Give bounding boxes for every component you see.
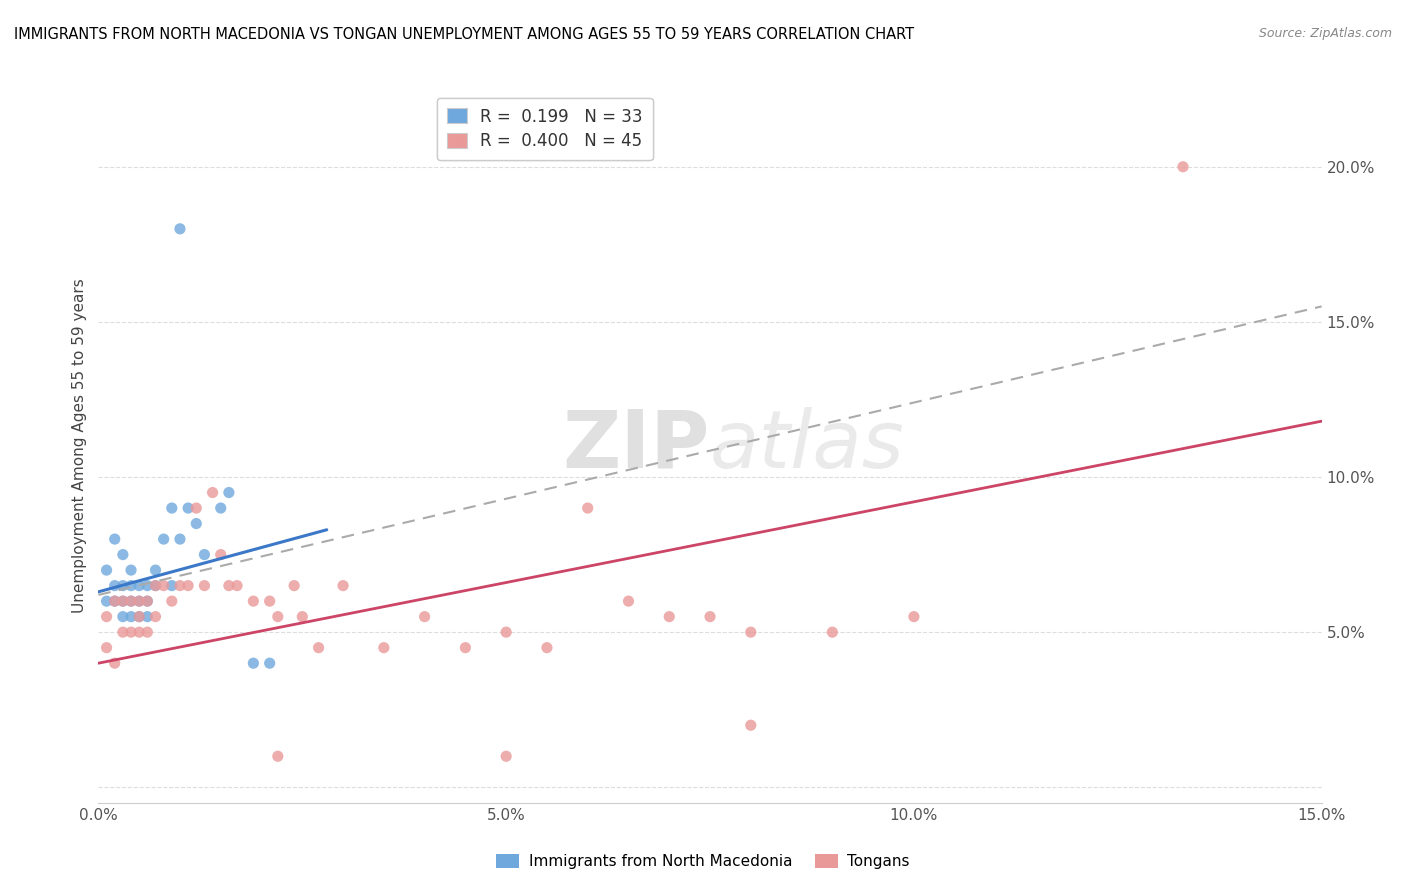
- Point: [152, 532, 174, 546]
- Point: [145, 563, 167, 577]
- Point: [104, 532, 127, 546]
- Point: [128, 609, 150, 624]
- Point: [903, 609, 925, 624]
- Y-axis label: Unemployment Among Ages 55 to 59 years: Unemployment Among Ages 55 to 59 years: [72, 278, 87, 614]
- Point: [308, 640, 330, 655]
- Point: [242, 656, 264, 670]
- Point: [136, 579, 159, 593]
- Point: [136, 625, 159, 640]
- Point: [160, 594, 183, 608]
- Point: [160, 579, 183, 593]
- Point: [267, 609, 290, 624]
- Point: [145, 579, 167, 593]
- Point: [128, 609, 150, 624]
- Point: [104, 579, 127, 593]
- Point: [120, 563, 142, 577]
- Point: [283, 579, 305, 593]
- Text: IMMIGRANTS FROM NORTH MACEDONIA VS TONGAN UNEMPLOYMENT AMONG AGES 55 TO 59 YEARS: IMMIGRANTS FROM NORTH MACEDONIA VS TONGA…: [14, 27, 914, 42]
- Point: [259, 656, 281, 670]
- Point: [128, 625, 150, 640]
- Point: [96, 640, 118, 655]
- Point: [169, 532, 191, 546]
- Point: [332, 579, 354, 593]
- Point: [454, 640, 477, 655]
- Point: [152, 579, 174, 593]
- Point: [495, 749, 517, 764]
- Point: [104, 594, 127, 608]
- Point: [218, 485, 240, 500]
- Point: [111, 594, 134, 608]
- Point: [145, 579, 167, 593]
- Point: [209, 548, 232, 562]
- Point: [740, 625, 762, 640]
- Point: [259, 594, 281, 608]
- Point: [104, 656, 127, 670]
- Point: [209, 501, 232, 516]
- Point: [104, 594, 127, 608]
- Point: [617, 594, 640, 608]
- Point: [111, 625, 134, 640]
- Point: [1171, 160, 1194, 174]
- Point: [128, 579, 150, 593]
- Point: [145, 609, 167, 624]
- Point: [699, 609, 721, 624]
- Point: [186, 501, 208, 516]
- Legend: Immigrants from North Macedonia, Tongans: Immigrants from North Macedonia, Tongans: [491, 848, 915, 875]
- Point: [136, 594, 159, 608]
- Point: [120, 579, 142, 593]
- Point: [111, 579, 134, 593]
- Point: [128, 594, 150, 608]
- Point: [740, 718, 762, 732]
- Point: [120, 625, 142, 640]
- Point: [291, 609, 314, 624]
- Text: atlas: atlas: [710, 407, 905, 485]
- Point: [495, 625, 517, 640]
- Point: [373, 640, 395, 655]
- Point: [536, 640, 558, 655]
- Point: [111, 548, 134, 562]
- Point: [111, 594, 134, 608]
- Point: [413, 609, 436, 624]
- Point: [120, 594, 142, 608]
- Point: [136, 594, 159, 608]
- Point: [242, 594, 264, 608]
- Point: [111, 609, 134, 624]
- Point: [226, 579, 249, 593]
- Text: Source: ZipAtlas.com: Source: ZipAtlas.com: [1258, 27, 1392, 40]
- Point: [177, 501, 200, 516]
- Point: [136, 609, 159, 624]
- Point: [96, 609, 118, 624]
- Point: [193, 548, 215, 562]
- Point: [169, 222, 191, 236]
- Point: [186, 516, 208, 531]
- Point: [218, 579, 240, 593]
- Point: [267, 749, 290, 764]
- Point: [128, 594, 150, 608]
- Point: [96, 594, 118, 608]
- Point: [96, 563, 118, 577]
- Point: [160, 501, 183, 516]
- Point: [120, 609, 142, 624]
- Point: [658, 609, 681, 624]
- Legend: R =  0.199   N = 33, R =  0.400   N = 45: R = 0.199 N = 33, R = 0.400 N = 45: [437, 97, 652, 161]
- Point: [821, 625, 844, 640]
- Point: [576, 501, 599, 516]
- Point: [120, 594, 142, 608]
- Point: [169, 579, 191, 593]
- Point: [177, 579, 200, 593]
- Text: ZIP: ZIP: [562, 407, 710, 485]
- Point: [193, 579, 215, 593]
- Point: [201, 485, 224, 500]
